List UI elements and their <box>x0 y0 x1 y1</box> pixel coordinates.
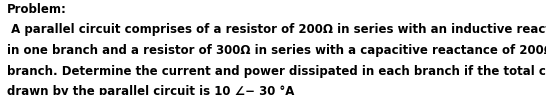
Text: drawn by the parallel circuit is 10 ∠− 30 °A: drawn by the parallel circuit is 10 ∠− 3… <box>7 86 294 95</box>
Text: A parallel circuit comprises of a resistor of 200Ω in series with an inductive r: A parallel circuit comprises of a resist… <box>7 23 546 36</box>
Text: in one branch and a resistor of 300Ω in series with a capacitive reactance of 20: in one branch and a resistor of 300Ω in … <box>7 44 546 57</box>
Text: Problem:: Problem: <box>7 3 67 16</box>
Text: branch. Determine the current and power dissipated in each branch if the total c: branch. Determine the current and power … <box>7 65 546 78</box>
